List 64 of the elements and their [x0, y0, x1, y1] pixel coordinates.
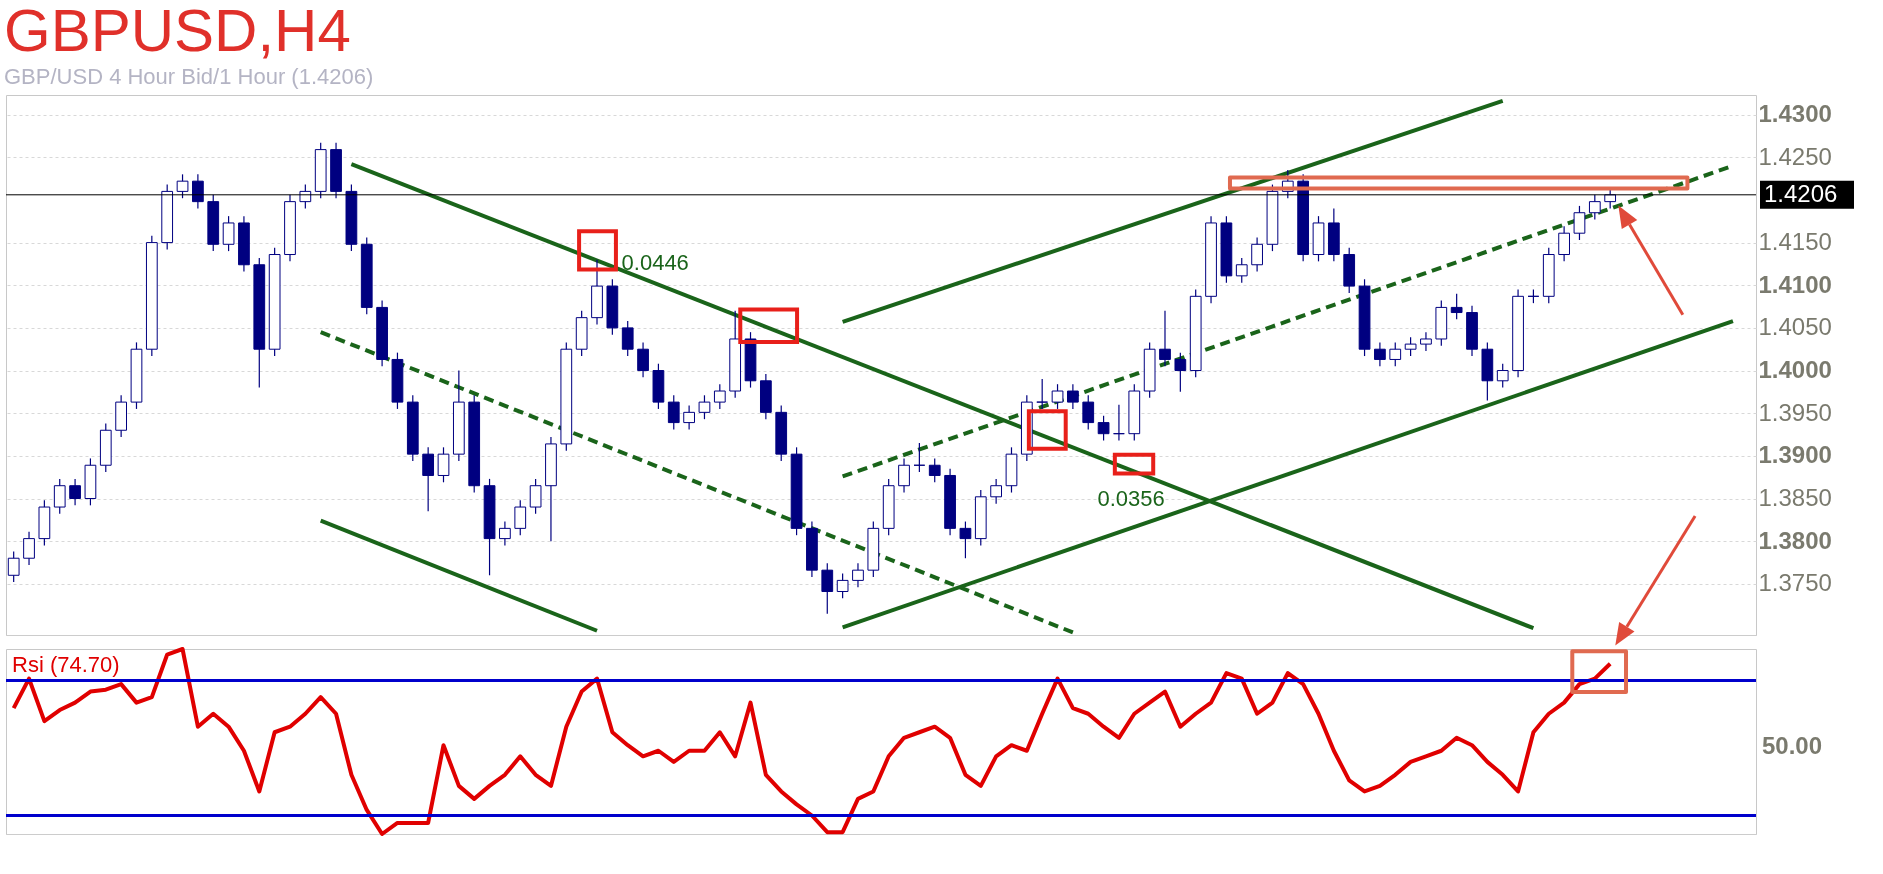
- candlestick: [1558, 225, 1570, 262]
- candlestick: [1374, 341, 1386, 367]
- candlestick: [1389, 341, 1402, 367]
- candlestick: [1067, 383, 1079, 410]
- ref-line-label: 1.4206: [1764, 179, 1838, 207]
- candlestick: [621, 320, 634, 357]
- candlestick: [1113, 404, 1125, 442]
- y-tick-label: 1.3800: [1758, 526, 1832, 554]
- candlestick: [990, 478, 1002, 505]
- y-tick-label: 1.3850: [1758, 484, 1832, 512]
- candlestick: [1450, 293, 1463, 320]
- candlestick: [683, 404, 695, 431]
- annotation: 0.0446: [621, 250, 689, 276]
- candlestick: [836, 572, 849, 599]
- y-tick-label: 1.4050: [1758, 313, 1832, 341]
- candlestick: [53, 478, 66, 515]
- y-tick-label: 1.3900: [1758, 441, 1832, 469]
- candlestick: [913, 442, 926, 473]
- candlestick: [1404, 336, 1417, 357]
- candlestick: [637, 341, 649, 378]
- candlestick: [852, 562, 864, 588]
- candlestick: [222, 215, 235, 252]
- candlestick: [529, 478, 542, 515]
- candlestick: [821, 562, 834, 615]
- y-tick-label: 1.3750: [1758, 569, 1832, 597]
- candlestick: [1174, 352, 1187, 393]
- chart-subtitle: GBP/USD 4 Hour Bid/1 Hour (1.4206): [4, 63, 374, 89]
- y-tick-label: 1.4150: [1758, 228, 1832, 256]
- candlestick: [69, 478, 81, 506]
- candlestick: [1420, 331, 1432, 352]
- y-tick-label: 1.4250: [1758, 142, 1832, 170]
- candlestick: [667, 394, 680, 431]
- candlestick: [1588, 194, 1601, 221]
- candlestick: [928, 457, 941, 483]
- candlestick: [23, 531, 35, 566]
- candlestick: [514, 499, 527, 536]
- candlestick: [1097, 415, 1110, 442]
- candlestick: [1496, 363, 1509, 389]
- candlestick: [7, 550, 20, 583]
- annotation: 0.0356: [1097, 486, 1165, 512]
- y-tick-label: 1.4100: [1758, 270, 1832, 298]
- candlestick: [1051, 383, 1064, 410]
- y-tick-label: 1.3950: [1758, 398, 1832, 426]
- candlestick: [1082, 394, 1095, 431]
- y-tick-label: 1.4300: [1758, 100, 1832, 128]
- candlestick: [898, 457, 910, 494]
- series-label: Rsi (74.70): [12, 652, 120, 677]
- candlestick: [176, 173, 189, 199]
- chart-title: GBPUSD,H4: [4, 0, 351, 64]
- y-tick-label: 1.4000: [1758, 356, 1832, 384]
- candlestick: [1159, 310, 1171, 367]
- text: 50.00: [1762, 732, 1823, 760]
- candlestick: [713, 383, 726, 410]
- candlestick: [437, 446, 450, 483]
- candlestick: [1573, 205, 1586, 241]
- candlestick: [192, 173, 204, 210]
- candlestick: [1036, 378, 1049, 410]
- candlestick: [422, 446, 435, 512]
- candlestick: [959, 520, 972, 559]
- candlestick: [1251, 236, 1263, 273]
- candlestick: [698, 394, 711, 420]
- candlestick: [499, 520, 511, 547]
- candlestick: [1235, 257, 1248, 284]
- candlestick: [299, 183, 312, 210]
